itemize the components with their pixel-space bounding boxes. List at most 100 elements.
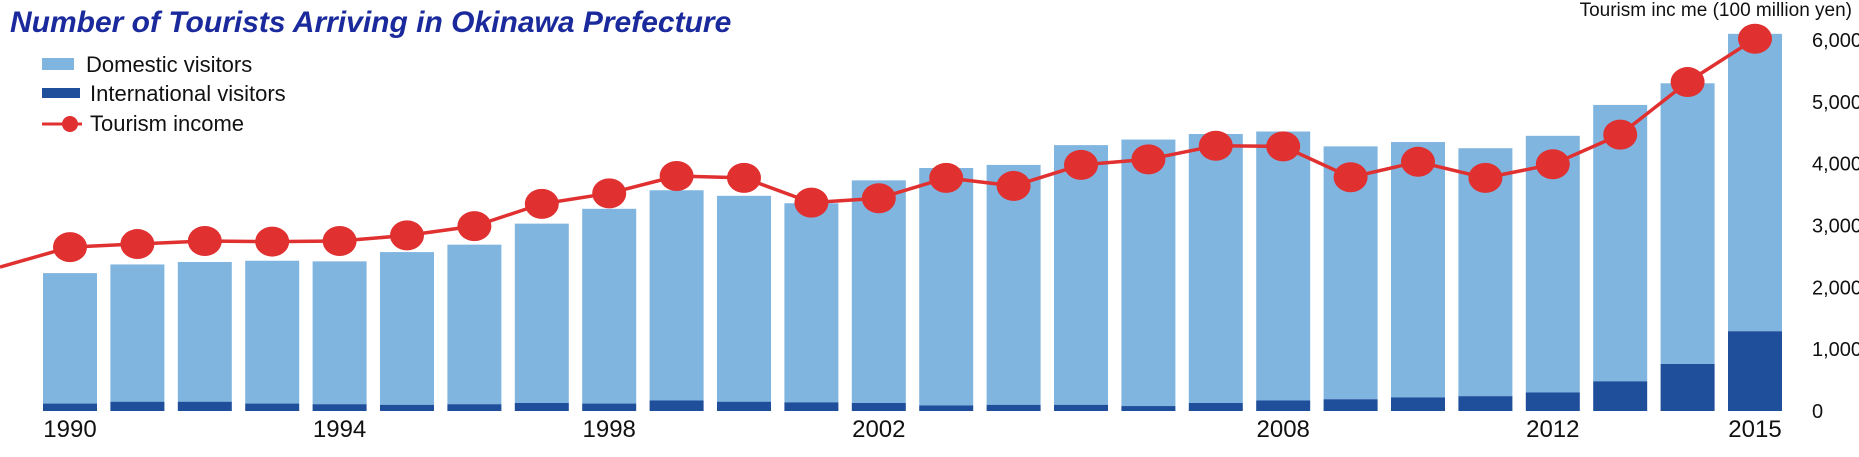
x-axis-ticks: 1990 1994 1998 2002 2008 2012 2015 [43,416,1781,443]
legend-label-international: International visitors [90,81,286,106]
bar-domestic-2003 [919,167,974,406]
income-point-2010 [1401,146,1435,177]
bar-domestic-2015 [1728,33,1782,332]
bar-international-2000 [717,401,771,411]
bar-international-1993 [245,403,300,411]
bar-international-2007 [1188,402,1243,411]
bar-domestic-2013 [1593,104,1648,382]
bar-domestic-2008 [1256,131,1311,401]
legend: Domestic visitors International visitors… [42,52,286,136]
income-point-2009 [1333,162,1368,193]
bar-domestic-1992 [177,261,232,402]
bar-international-1990 [43,403,97,411]
bar-domestic-1996 [447,244,502,405]
bar-international-2010 [1391,397,1445,411]
income-point-2004 [996,170,1031,201]
income-point-2008 [1266,131,1301,162]
income-point-1994 [322,225,357,256]
bar-domestic-2004 [986,164,1041,405]
y2-tick-label-4: 4,000 [1812,154,1859,176]
bar-domestic-2010 [1391,142,1445,398]
y2-tick-label-3: 3,000 [1812,216,1859,238]
income-point-2003 [929,162,964,193]
x-tick-label-2008: 2008 [1257,416,1310,443]
income-point-2013 [1603,119,1638,150]
income-point-2014 [1670,67,1705,98]
y2-tick-label-1: 1,000 [1812,339,1859,361]
legend-label-income: Tourism income [90,111,244,136]
bar-domestic-1994 [312,261,367,405]
bar-international-2012 [1525,392,1580,411]
bar-domestic-1999 [649,190,704,401]
bar-domestic-2007 [1188,133,1243,403]
bar-domestic-1995 [380,252,434,405]
income-point-1996 [457,211,492,242]
bar-domestic-2001 [784,203,839,403]
bar-domestic-2005 [1054,145,1108,405]
income-point-1997 [524,188,559,219]
bar-domestic-1990 [43,273,97,404]
bar-international-2005 [1054,404,1108,411]
bar-international-2011 [1458,396,1513,411]
bar-domestic-1998 [582,208,637,404]
bar-international-1996 [447,404,502,411]
legend-marker-income [62,116,78,132]
legend-swatch-international [42,88,80,98]
x-tick-label-1998: 1998 [583,416,636,443]
bar-international-2013 [1593,381,1648,411]
bar-international-2014 [1660,364,1715,411]
y2-tick-label-2: 2,000 [1812,277,1859,299]
bar-international-1992 [177,401,232,411]
x-tick-label-1994: 1994 [313,416,366,443]
income-point-1991 [120,229,155,260]
income-point-2001 [794,187,829,218]
bars-layer [43,33,1782,411]
bar-domestic-1991 [110,264,165,402]
y2-axis-title: Tourism inc me (100 million yen) [1580,0,1852,21]
income-point-1995 [390,220,424,251]
bar-international-2015 [1728,331,1782,411]
bar-international-1998 [582,403,637,411]
income-point-2015 [1738,23,1772,54]
bar-international-1997 [514,402,569,411]
x-tick-label-2002: 2002 [852,416,905,443]
bar-international-1999 [649,400,704,411]
income-point-2006 [1131,144,1166,175]
bar-international-2001 [784,402,839,411]
income-point-2011 [1468,162,1503,193]
income-point-2000 [727,162,761,193]
income-point-2005 [1064,149,1098,180]
bar-international-1995 [380,404,434,411]
chart-title: Number of Tourists Arriving in Okinawa P… [10,6,731,39]
y2-tick-label-6: 6,000 [1812,30,1859,52]
bar-international-2008 [1256,400,1311,411]
bar-international-2004 [986,404,1041,411]
legend-swatch-domestic [42,58,74,70]
x-tick-label-2015: 2015 [1728,416,1781,443]
income-point-1998 [592,178,627,209]
legend-label-domestic: Domestic visitors [86,52,252,77]
bar-international-1991 [110,401,165,411]
bar-international-2003 [919,405,974,411]
x-tick-label-1990: 1990 [43,416,96,443]
income-point-2007 [1198,130,1233,161]
y2-tick-label-0: 0 [1812,401,1823,423]
income-point-1999 [659,161,694,192]
y2-tick-label-5: 5,000 [1812,92,1859,114]
income-point-1993 [255,226,290,257]
bar-domestic-1993 [245,260,300,404]
y2-axis-ticks: 0 1,000 2,000 3,000 4,000 5,000 6,000 [1812,30,1859,423]
income-point-2002 [861,183,896,214]
bar-international-2006 [1121,406,1176,411]
bar-international-1994 [312,404,367,411]
bar-international-2009 [1323,399,1378,411]
income-point-2012 [1535,149,1570,180]
bar-domestic-2006 [1121,139,1176,407]
income-point-1992 [187,225,222,256]
bar-international-2002 [851,402,906,411]
x-tick-label-2012: 2012 [1526,416,1579,443]
bar-domestic-2002 [851,180,906,403]
bar-domestic-2014 [1660,83,1715,365]
income-point-1990 [53,232,87,263]
bar-domestic-1997 [514,223,569,403]
